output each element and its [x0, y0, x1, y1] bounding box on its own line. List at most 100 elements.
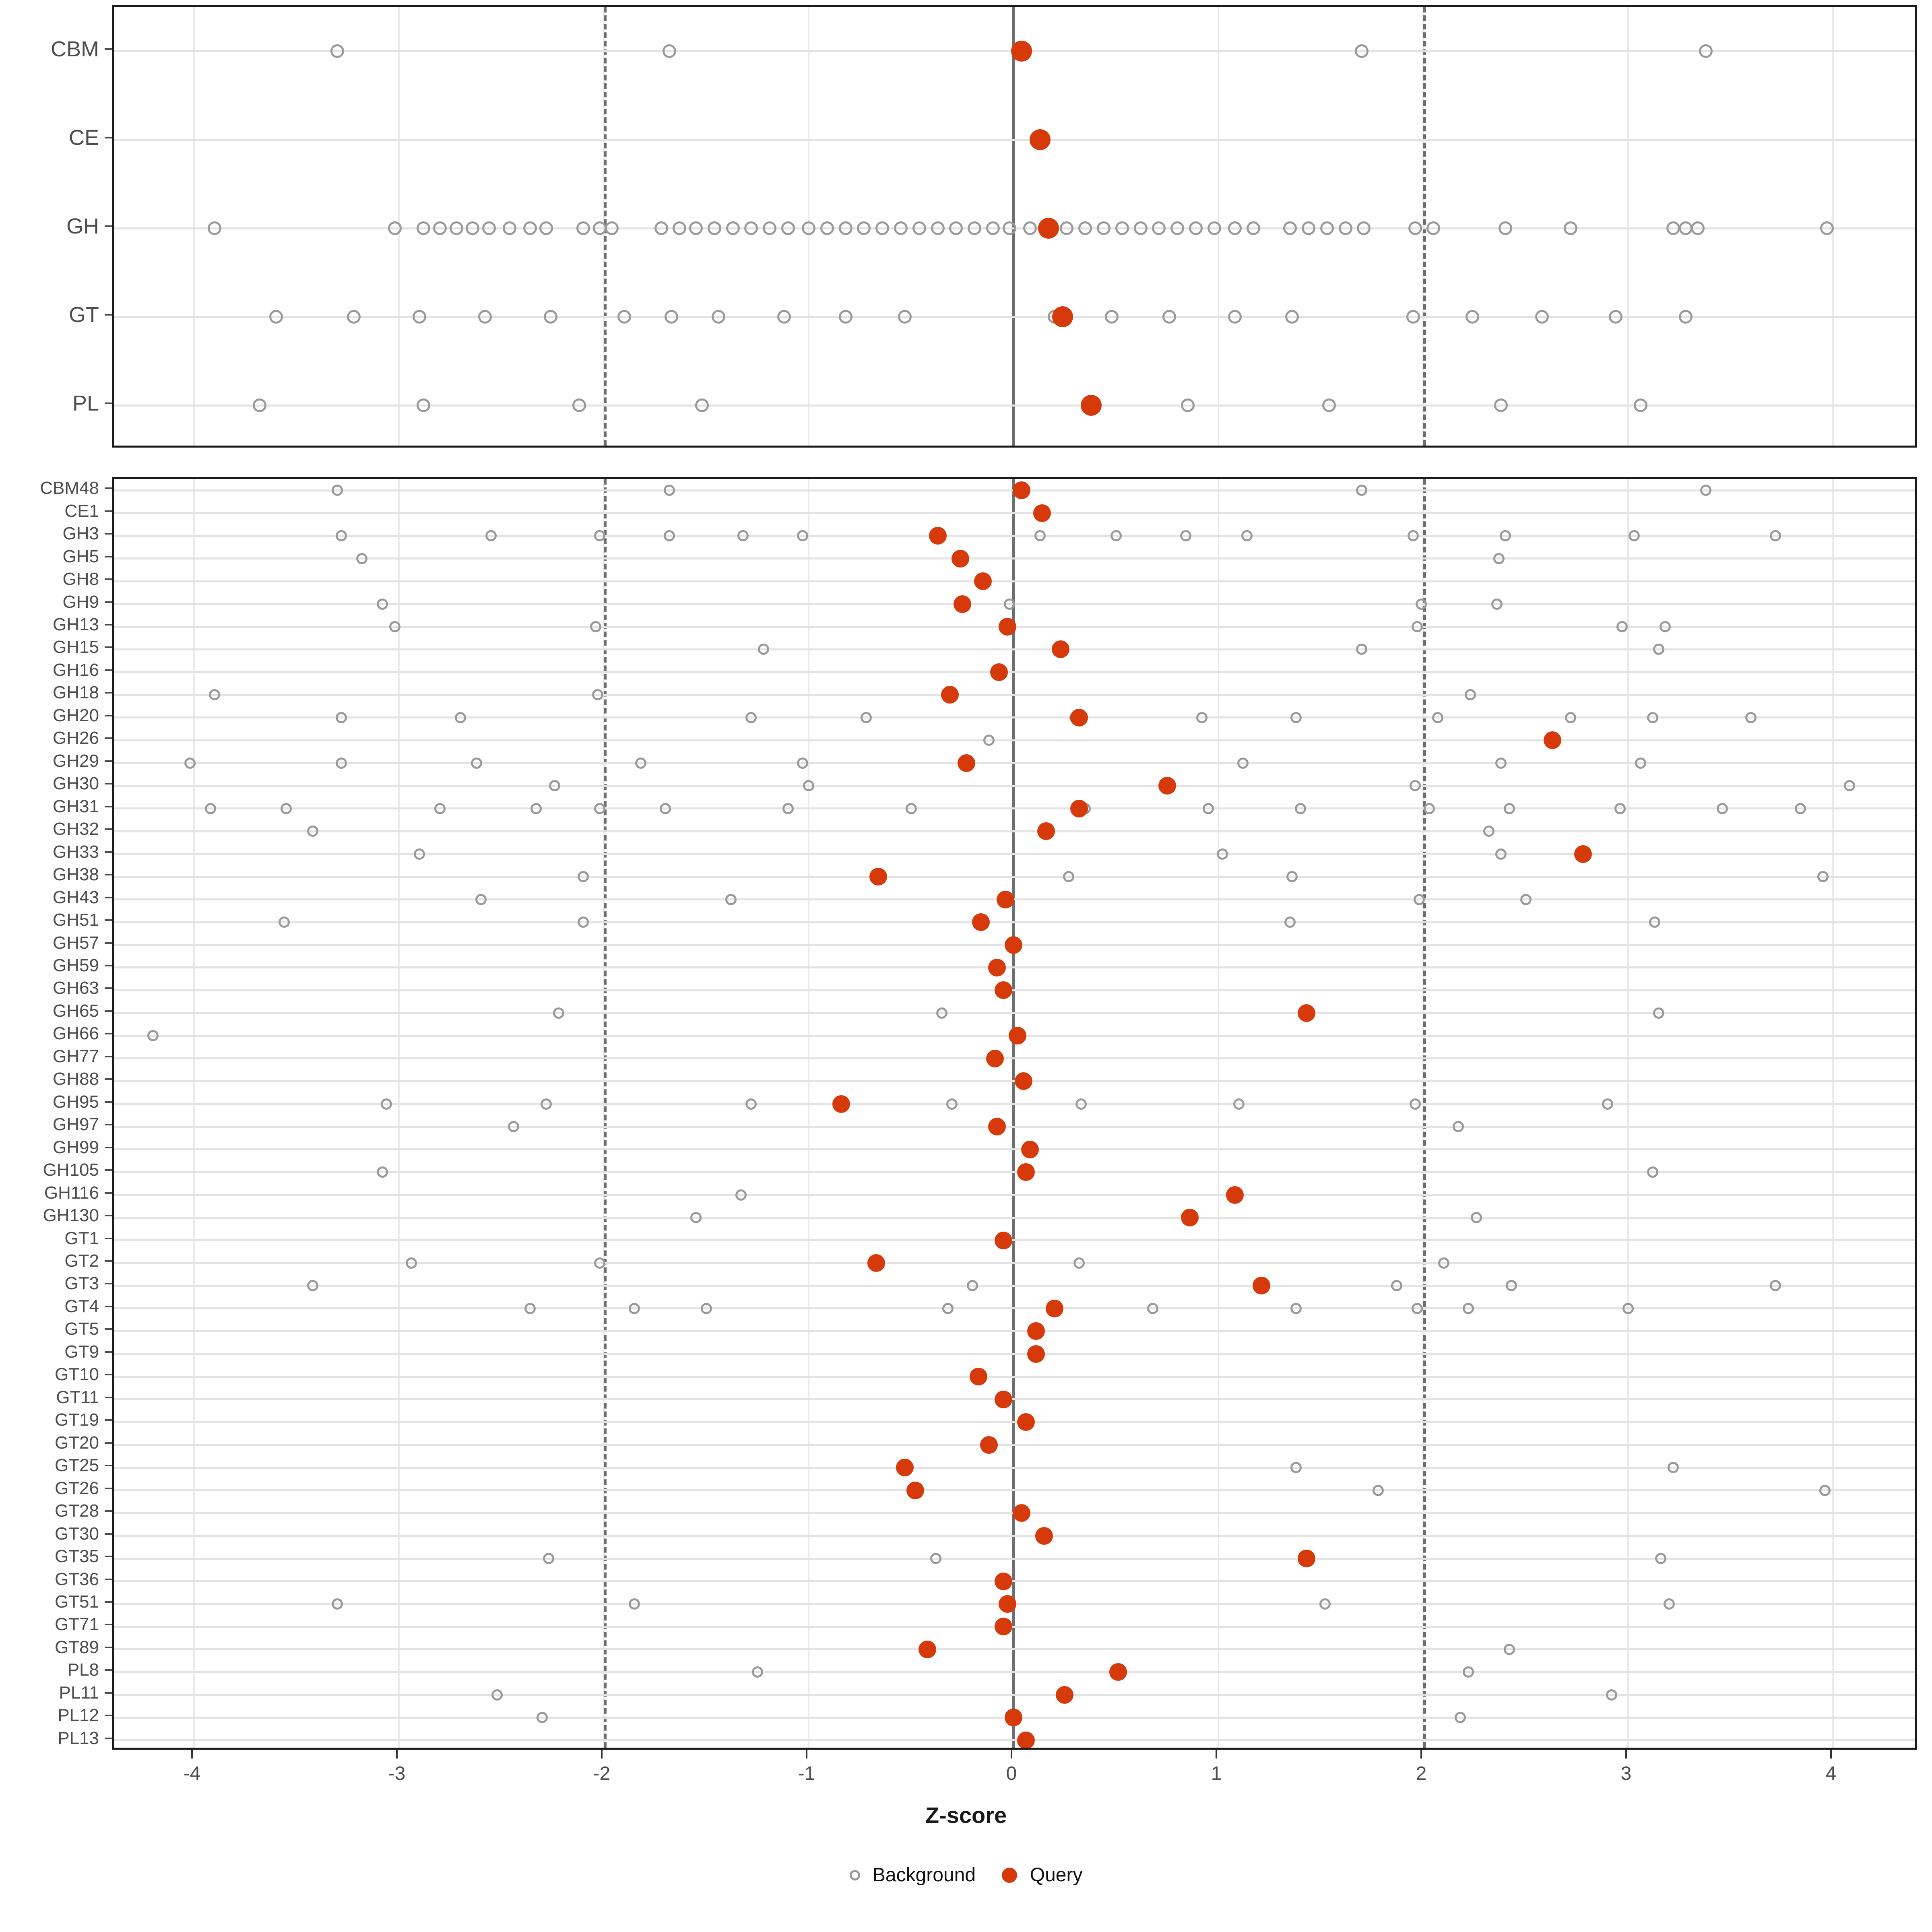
background-point[interactable] [1565, 712, 1577, 723]
legend-item-query[interactable]: Query [1002, 1863, 1082, 1886]
background-point[interactable] [745, 1098, 757, 1110]
query-point[interactable] [996, 890, 1014, 908]
background-point[interactable] [986, 221, 1000, 235]
background-point[interactable] [1356, 644, 1368, 655]
background-point[interactable] [1653, 644, 1665, 655]
background-point[interactable] [1491, 598, 1503, 610]
background-point[interactable] [1237, 757, 1249, 769]
background-point[interactable] [1105, 310, 1119, 324]
query-point[interactable] [986, 1049, 1004, 1067]
background-point[interactable] [1409, 1098, 1421, 1110]
query-point[interactable] [1252, 1277, 1270, 1295]
background-point[interactable] [434, 803, 446, 814]
background-point[interactable] [1356, 485, 1368, 496]
background-point[interactable] [1520, 894, 1532, 905]
background-point[interactable] [524, 1302, 536, 1314]
background-point[interactable] [1471, 1212, 1482, 1224]
query-point[interactable] [867, 1254, 885, 1272]
background-point[interactable] [1152, 221, 1166, 235]
background-point[interactable] [1228, 221, 1242, 235]
background-point[interactable] [553, 1007, 565, 1019]
query-point[interactable] [998, 1595, 1016, 1613]
background-point[interactable] [912, 221, 926, 235]
background-point[interactable] [1023, 221, 1037, 235]
background-point[interactable] [1002, 221, 1016, 235]
background-point[interactable] [433, 221, 447, 235]
background-point[interactable] [802, 221, 815, 235]
query-point[interactable] [957, 754, 975, 772]
background-point[interactable] [1494, 398, 1508, 412]
query-point[interactable] [1070, 799, 1088, 817]
query-point[interactable] [994, 981, 1012, 999]
background-point[interactable] [1535, 310, 1549, 324]
query-point[interactable] [1017, 1163, 1035, 1181]
query-point[interactable] [970, 1368, 988, 1386]
background-point[interactable] [1493, 553, 1505, 564]
background-point[interactable] [491, 1689, 503, 1701]
query-point[interactable] [1056, 1686, 1074, 1704]
background-point[interactable] [803, 780, 814, 792]
background-point[interactable] [1499, 530, 1511, 542]
background-point[interactable] [269, 310, 283, 324]
query-point[interactable] [951, 549, 969, 568]
background-point[interactable] [1286, 871, 1298, 883]
background-point[interactable] [1602, 1098, 1614, 1110]
background-point[interactable] [751, 1666, 763, 1678]
background-point[interactable] [1133, 221, 1148, 235]
background-point[interactable] [735, 1189, 747, 1201]
background-point[interactable] [1691, 221, 1705, 235]
background-point[interactable] [857, 221, 871, 235]
query-point[interactable] [896, 1459, 914, 1477]
background-point[interactable] [930, 1553, 941, 1565]
query-point[interactable] [998, 618, 1016, 636]
background-point[interactable] [523, 221, 537, 235]
background-point[interactable] [777, 310, 791, 324]
background-point[interactable] [1078, 221, 1092, 235]
background-point[interactable] [758, 644, 770, 655]
query-point[interactable] [1038, 218, 1059, 239]
background-point[interactable] [700, 1302, 712, 1314]
background-point[interactable] [1424, 803, 1435, 814]
query-point[interactable] [1158, 777, 1176, 795]
query-point[interactable] [994, 1572, 1012, 1590]
background-point[interactable] [763, 221, 777, 235]
query-point[interactable] [1027, 1322, 1045, 1340]
background-point[interactable] [875, 221, 890, 235]
background-point[interactable] [1115, 221, 1129, 235]
query-point[interactable] [941, 686, 959, 704]
background-point[interactable] [1391, 1280, 1402, 1292]
background-point[interactable] [1483, 826, 1494, 837]
query-point[interactable] [919, 1640, 937, 1658]
background-point[interactable] [1745, 712, 1757, 723]
background-point[interactable] [207, 221, 221, 235]
background-point[interactable] [1649, 916, 1661, 928]
query-point[interactable] [1021, 1140, 1039, 1158]
background-point[interactable] [1452, 1121, 1464, 1133]
query-point[interactable] [1005, 1709, 1022, 1727]
background-point[interactable] [252, 398, 266, 412]
background-point[interactable] [1096, 221, 1110, 235]
background-point[interactable] [377, 598, 388, 610]
background-point[interactable] [417, 398, 431, 412]
query-point[interactable] [1070, 708, 1088, 727]
background-point[interactable] [307, 1280, 319, 1292]
background-point[interactable] [1202, 803, 1214, 814]
background-point[interactable] [936, 1007, 947, 1019]
background-point[interactable] [662, 44, 676, 58]
background-point[interactable] [502, 221, 516, 235]
query-point[interactable] [1181, 1209, 1199, 1227]
background-point[interactable] [635, 757, 646, 769]
background-point[interactable] [1659, 621, 1671, 633]
background-point[interactable] [1290, 712, 1302, 723]
background-point[interactable] [663, 530, 675, 542]
background-point[interactable] [417, 221, 431, 235]
background-point[interactable] [1003, 598, 1015, 610]
background-point[interactable] [1666, 221, 1680, 235]
query-point[interactable] [994, 1231, 1012, 1249]
background-point[interactable] [381, 1098, 392, 1110]
query-point[interactable] [974, 572, 992, 590]
background-point[interactable] [1411, 621, 1423, 633]
background-point[interactable] [539, 221, 553, 235]
background-point[interactable] [1170, 221, 1185, 235]
background-point[interactable] [1717, 803, 1728, 814]
